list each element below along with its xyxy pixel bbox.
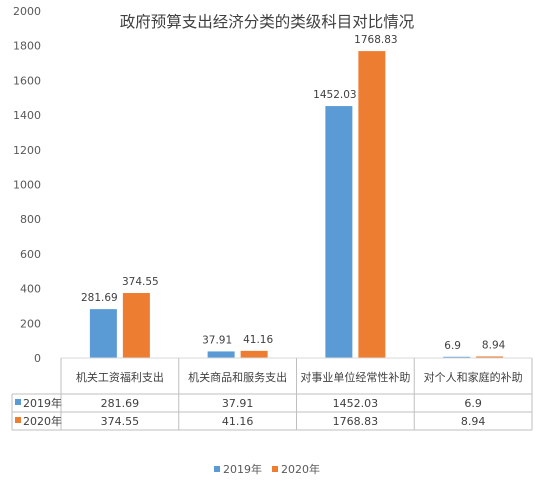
bar-2019: [443, 356, 471, 358]
y-tick-label: 1800: [13, 40, 41, 53]
y-tick-label: 1200: [13, 144, 41, 157]
x-category-label: 机关商品和服务支出: [188, 370, 287, 384]
table-cell: 1768.83: [333, 415, 379, 428]
table-cell: 41.16: [222, 415, 254, 428]
table-cell: 374.55: [101, 415, 140, 428]
y-tick-label: 2000: [13, 5, 41, 18]
table-legend-key: [15, 417, 21, 423]
data-label: 374.55: [122, 276, 159, 288]
x-category-label: 对事业单位经常性补助: [300, 370, 410, 384]
data-label: 281.69: [81, 292, 118, 304]
table-series-label: 2019年: [23, 396, 62, 410]
y-tick-label: 800: [20, 213, 41, 226]
data-label: 1452.03: [313, 89, 356, 101]
y-tick-label: 0: [34, 352, 41, 365]
y-tick-label: 400: [20, 283, 41, 296]
table-cell: 6.9: [464, 397, 482, 410]
legend-swatch: [272, 466, 278, 472]
data-label: 37.91: [202, 334, 232, 346]
data-label: 1768.83: [354, 34, 397, 46]
legend-label: 2019年: [223, 462, 262, 476]
table-legend-key: [15, 399, 21, 405]
bar-2020: [122, 293, 150, 358]
y-tick-label: 1000: [13, 179, 41, 192]
table-cell: 37.91: [222, 397, 254, 410]
y-tick-label: 1400: [13, 109, 41, 122]
legend-label: 2020年: [281, 462, 320, 476]
table-cell: 1452.03: [333, 397, 379, 410]
chart-title: 政府预算支出经济分类的类级科目对比情况: [120, 12, 415, 31]
bar-2020: [358, 51, 386, 358]
bar-2020: [476, 356, 504, 358]
table-series-label: 2020年: [23, 414, 62, 428]
legend-swatch: [214, 466, 220, 472]
bar-2020: [240, 350, 268, 358]
x-category-label: 对个人和家庭的补助: [424, 370, 523, 384]
x-category-label: 机关工资福利支出: [76, 370, 164, 384]
data-label: 6.9: [444, 340, 461, 352]
data-label: 41.16: [243, 334, 273, 346]
table-cell: 281.69: [101, 397, 140, 410]
table-cell: 8.94: [461, 415, 486, 428]
y-tick-label: 600: [20, 248, 41, 261]
y-tick-label: 200: [20, 317, 41, 330]
bar-2019: [89, 309, 117, 358]
data-label: 8.94: [482, 339, 506, 351]
y-tick-label: 1600: [13, 74, 41, 87]
bar-2019: [207, 351, 235, 358]
bar-2019: [325, 106, 353, 359]
